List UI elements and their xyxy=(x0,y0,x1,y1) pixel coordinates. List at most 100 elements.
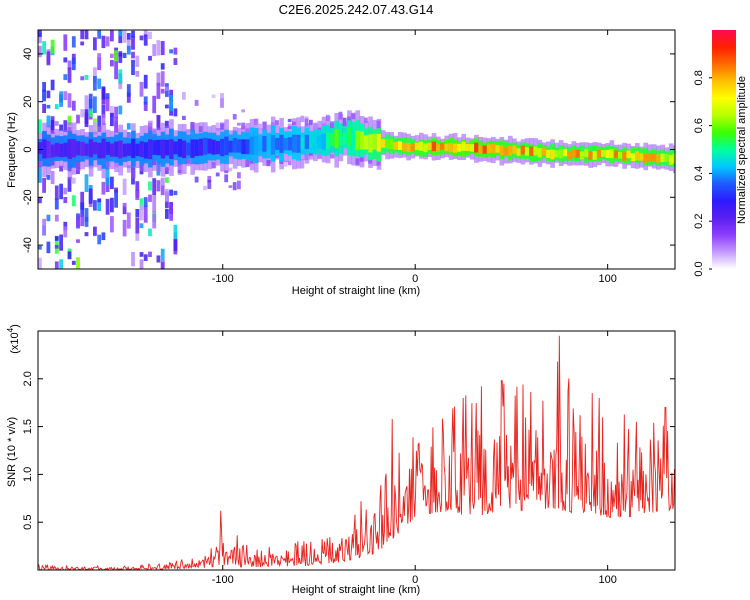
spectrogram-band xyxy=(622,151,627,161)
spectrogram-cell xyxy=(160,248,165,264)
spectrogram-cell xyxy=(126,165,131,173)
spectrogram-cell xyxy=(54,185,59,200)
spectrogram-cell xyxy=(101,35,106,49)
spectrogram-cell xyxy=(67,177,72,192)
spectrogram-y-tick-label: 20 xyxy=(22,96,34,108)
spectrogram-band xyxy=(101,138,107,159)
spectrogram-cell xyxy=(118,51,123,57)
spectrogram-cell xyxy=(156,180,161,192)
spectrogram-cell xyxy=(165,167,169,175)
spectrogram-cell xyxy=(93,200,97,211)
spectrogram-cell xyxy=(135,217,140,234)
spectrogram-band xyxy=(567,151,572,159)
spectrogram-band xyxy=(135,143,140,156)
spectrogram-cell xyxy=(59,165,63,172)
spectrogram-band xyxy=(601,150,606,157)
spectrogram-band xyxy=(114,141,119,157)
spectrogram-band xyxy=(215,141,221,155)
spectrogram-cell xyxy=(182,115,186,120)
spectrogram-cell xyxy=(165,208,169,219)
spectrogram-cell xyxy=(165,86,169,91)
spectrogram-band xyxy=(499,145,505,156)
spectrogram-cell xyxy=(131,30,135,38)
spectrogram-cell xyxy=(38,30,42,37)
spectrogram-cell xyxy=(97,30,102,39)
spectrogram-cell xyxy=(118,30,123,44)
spectrogram-band xyxy=(76,141,81,156)
snr-frame xyxy=(37,330,676,571)
spectrogram-band xyxy=(673,153,675,164)
spectrogram-band xyxy=(427,142,433,150)
spectrogram-band xyxy=(436,143,441,153)
spectrogram-cell xyxy=(237,172,241,179)
spectrogram-band xyxy=(563,148,568,157)
spectrogram-cell xyxy=(105,93,110,99)
spectrogram-band xyxy=(651,153,657,162)
spectrogram-cell xyxy=(63,74,68,81)
spectrogram-band xyxy=(406,142,411,153)
spectrogram-cell xyxy=(143,74,148,89)
spectrogram-x-axis-label: Height of straight line (km) xyxy=(292,285,420,297)
spectrogram-cell xyxy=(203,185,207,191)
spectrogram-cell xyxy=(143,197,148,207)
spectrogram-band xyxy=(385,138,390,149)
spectrogram-cell xyxy=(110,106,114,115)
spectrogram-cell xyxy=(101,114,106,125)
snr-panel: -100 0 100 0.5 1.0 1.5 2.0 Height of straight… xyxy=(6,324,676,596)
spectrogram-cell xyxy=(122,178,127,195)
spectrogram-band xyxy=(177,139,183,157)
spectrogram-cell xyxy=(101,232,106,241)
spectrogram-cell xyxy=(114,61,118,80)
spectrogram-band xyxy=(279,134,284,153)
spectrogram-cell xyxy=(80,109,85,118)
spectrogram-cell xyxy=(215,122,220,131)
spectrogram-cell xyxy=(160,262,165,269)
spectrogram-band xyxy=(165,139,170,156)
spectrogram-cell xyxy=(152,95,157,114)
spectrogram-cell xyxy=(275,120,279,126)
spectrogram-band xyxy=(668,154,674,165)
spectrogram-cell xyxy=(139,205,144,221)
spectrogram-cell xyxy=(309,119,313,126)
spectrogram-cell xyxy=(50,119,55,130)
spectrogram-cell xyxy=(169,189,173,196)
spectrogram-cell xyxy=(42,41,46,55)
spectrogram-cell xyxy=(42,218,46,235)
spectrogram-cell xyxy=(232,182,237,191)
spectrogram-band xyxy=(126,143,132,156)
spectrogram-band xyxy=(143,142,149,159)
snr-y-axis-label: SNR (10 * v/v) xyxy=(6,417,18,487)
spectrogram-cell xyxy=(110,176,114,190)
spectrogram-band xyxy=(211,139,217,155)
spectrogram-cell xyxy=(59,124,63,131)
spectrogram-band xyxy=(245,139,251,155)
spectrogram-cell xyxy=(160,71,165,87)
spectrogram-cell xyxy=(93,226,97,236)
spectrogram-band xyxy=(330,132,335,147)
spectrogram-cell xyxy=(97,78,102,89)
spectrogram-band xyxy=(508,145,513,156)
spectrogram-band xyxy=(605,149,610,158)
colorbar-tick-label: 0.8 xyxy=(693,70,705,85)
spectrogram-cell xyxy=(93,96,97,113)
spectrogram-cell xyxy=(173,47,178,55)
spectrogram-y-tick-label: -20 xyxy=(22,189,34,205)
spectrogram-cell xyxy=(80,76,85,81)
spectrogram-cell xyxy=(139,259,144,269)
spectrogram-band xyxy=(88,139,94,158)
colorbar-tick-label: 0.0 xyxy=(693,261,705,276)
spectrogram-cell xyxy=(148,31,152,39)
spectrogram-band xyxy=(558,149,564,159)
spectrogram-cell xyxy=(46,241,51,254)
spectrogram-cell xyxy=(152,44,157,57)
snr-x-tick-label: 100 xyxy=(598,574,616,586)
spectrogram-band xyxy=(609,149,615,159)
spectrogram-cell xyxy=(131,51,135,59)
spectrogram-cell xyxy=(63,226,68,238)
spectrogram-cell xyxy=(126,84,131,97)
spectrogram-y-axis-label: Frequency (Hz) xyxy=(6,112,18,188)
spectrogram-cell xyxy=(54,198,59,210)
spectrogram-cell xyxy=(59,183,63,200)
spectrogram-band xyxy=(444,143,449,152)
spectrogram-cell xyxy=(122,202,127,208)
